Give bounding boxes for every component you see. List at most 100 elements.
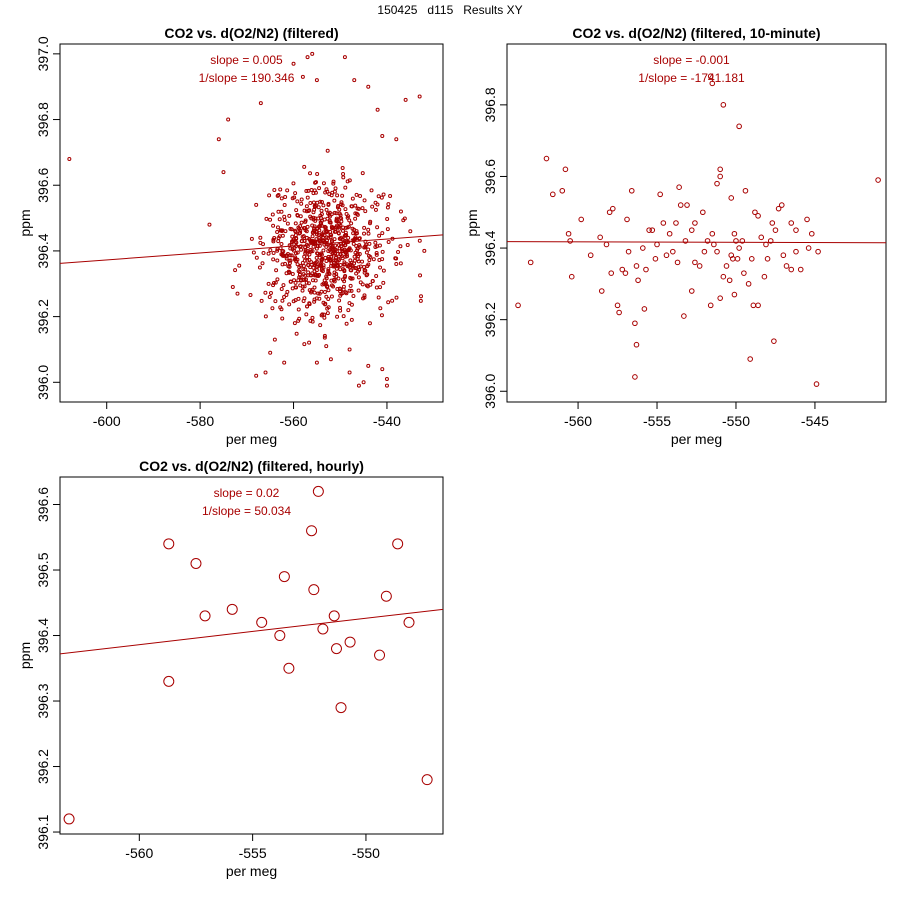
- data-point: [742, 187, 749, 194]
- data-point: [292, 321, 297, 326]
- data-point: [322, 289, 327, 294]
- data-point: [319, 199, 324, 204]
- data-point: [714, 180, 720, 187]
- scatter-panel-hourly: CO2 vs. d(O2/N2) (filtered, hourly) per …: [17, 458, 444, 879]
- data-point: [315, 273, 320, 278]
- data-point: [307, 237, 312, 242]
- data-point: [275, 248, 280, 253]
- data-point: [271, 223, 276, 228]
- data-point: [342, 269, 347, 274]
- data-point: [314, 230, 319, 235]
- data-point: [275, 277, 280, 282]
- x-tick-label: -560: [125, 845, 153, 861]
- data-point: [334, 225, 339, 230]
- data-point: [331, 179, 336, 184]
- data-point: [290, 272, 295, 277]
- data-point: [276, 239, 281, 244]
- data-point: [340, 203, 345, 208]
- data-point: [793, 227, 799, 233]
- data-point: [346, 308, 351, 313]
- data-point: [287, 213, 292, 218]
- data-point: [333, 243, 338, 248]
- data-point: [633, 263, 640, 269]
- data-point: [335, 193, 340, 198]
- y-tick-label: 396.4: [35, 233, 51, 268]
- data-point: [297, 275, 302, 280]
- data-point: [385, 217, 390, 222]
- data-point: [374, 252, 379, 257]
- data-point: [734, 256, 741, 262]
- data-point: [338, 244, 343, 249]
- data-point: [276, 209, 281, 214]
- data-point: [312, 290, 317, 295]
- data-point: [281, 283, 286, 288]
- data-point: [378, 306, 383, 311]
- x-axis-label: per meg: [226, 431, 277, 447]
- data-point: [288, 253, 293, 258]
- data-point: [321, 248, 326, 253]
- data-point: [707, 73, 714, 80]
- data-point: [324, 344, 329, 349]
- data-point: [330, 243, 335, 248]
- data-point: [360, 171, 365, 176]
- data-point: [515, 302, 521, 309]
- data-point: [313, 278, 318, 283]
- data-point: [300, 288, 305, 293]
- data-point: [235, 291, 240, 296]
- data-point: [344, 262, 349, 267]
- data-point: [755, 302, 761, 309]
- data-point: [272, 187, 277, 192]
- data-point: [350, 264, 355, 269]
- data-point: [350, 226, 355, 231]
- data-point: [324, 207, 329, 212]
- data-point: [714, 248, 720, 255]
- data-point: [322, 242, 327, 247]
- data-point: [632, 320, 638, 327]
- data-point: [310, 51, 315, 56]
- data-point: [275, 229, 280, 234]
- data-point: [346, 214, 351, 219]
- data-point: [295, 213, 300, 218]
- data-point: [266, 281, 271, 286]
- data-point: [259, 298, 264, 303]
- data-point: [256, 616, 268, 628]
- chart-title: CO2 vs. d(O2/N2) (filtered): [164, 25, 338, 41]
- data-point: [321, 203, 326, 208]
- data-point: [314, 360, 319, 365]
- data-point: [273, 299, 278, 304]
- data-point: [386, 239, 391, 244]
- data-point: [673, 220, 679, 226]
- data-point: [315, 226, 320, 231]
- data-point: [418, 298, 423, 303]
- data-point: [305, 304, 310, 309]
- data-point: [275, 225, 280, 230]
- data-point: [347, 301, 352, 306]
- data-point: [363, 268, 368, 273]
- data-point: [258, 235, 263, 240]
- data-point: [390, 298, 395, 303]
- data-point: [362, 270, 367, 275]
- data-point: [302, 208, 307, 213]
- data-point: [379, 195, 384, 200]
- data-point: [329, 249, 334, 254]
- data-point: [726, 277, 733, 284]
- data-point: [369, 188, 374, 193]
- data-point: [306, 270, 311, 275]
- data-point: [258, 101, 263, 106]
- data-point: [720, 102, 727, 108]
- data-point: [326, 211, 331, 216]
- data-point: [325, 306, 330, 311]
- data-point: [373, 240, 378, 245]
- data-point: [763, 241, 769, 248]
- data-point: [344, 233, 349, 238]
- data-point: [268, 217, 273, 222]
- data-point: [290, 286, 295, 291]
- data-point: [293, 244, 298, 249]
- data-point: [371, 257, 376, 262]
- data-point: [344, 636, 356, 648]
- data-point: [568, 273, 575, 280]
- inverse-slope-annotation: 1/slope = 190.346: [199, 71, 295, 85]
- data-point: [366, 231, 371, 236]
- data-point: [394, 295, 399, 300]
- data-point: [356, 265, 361, 270]
